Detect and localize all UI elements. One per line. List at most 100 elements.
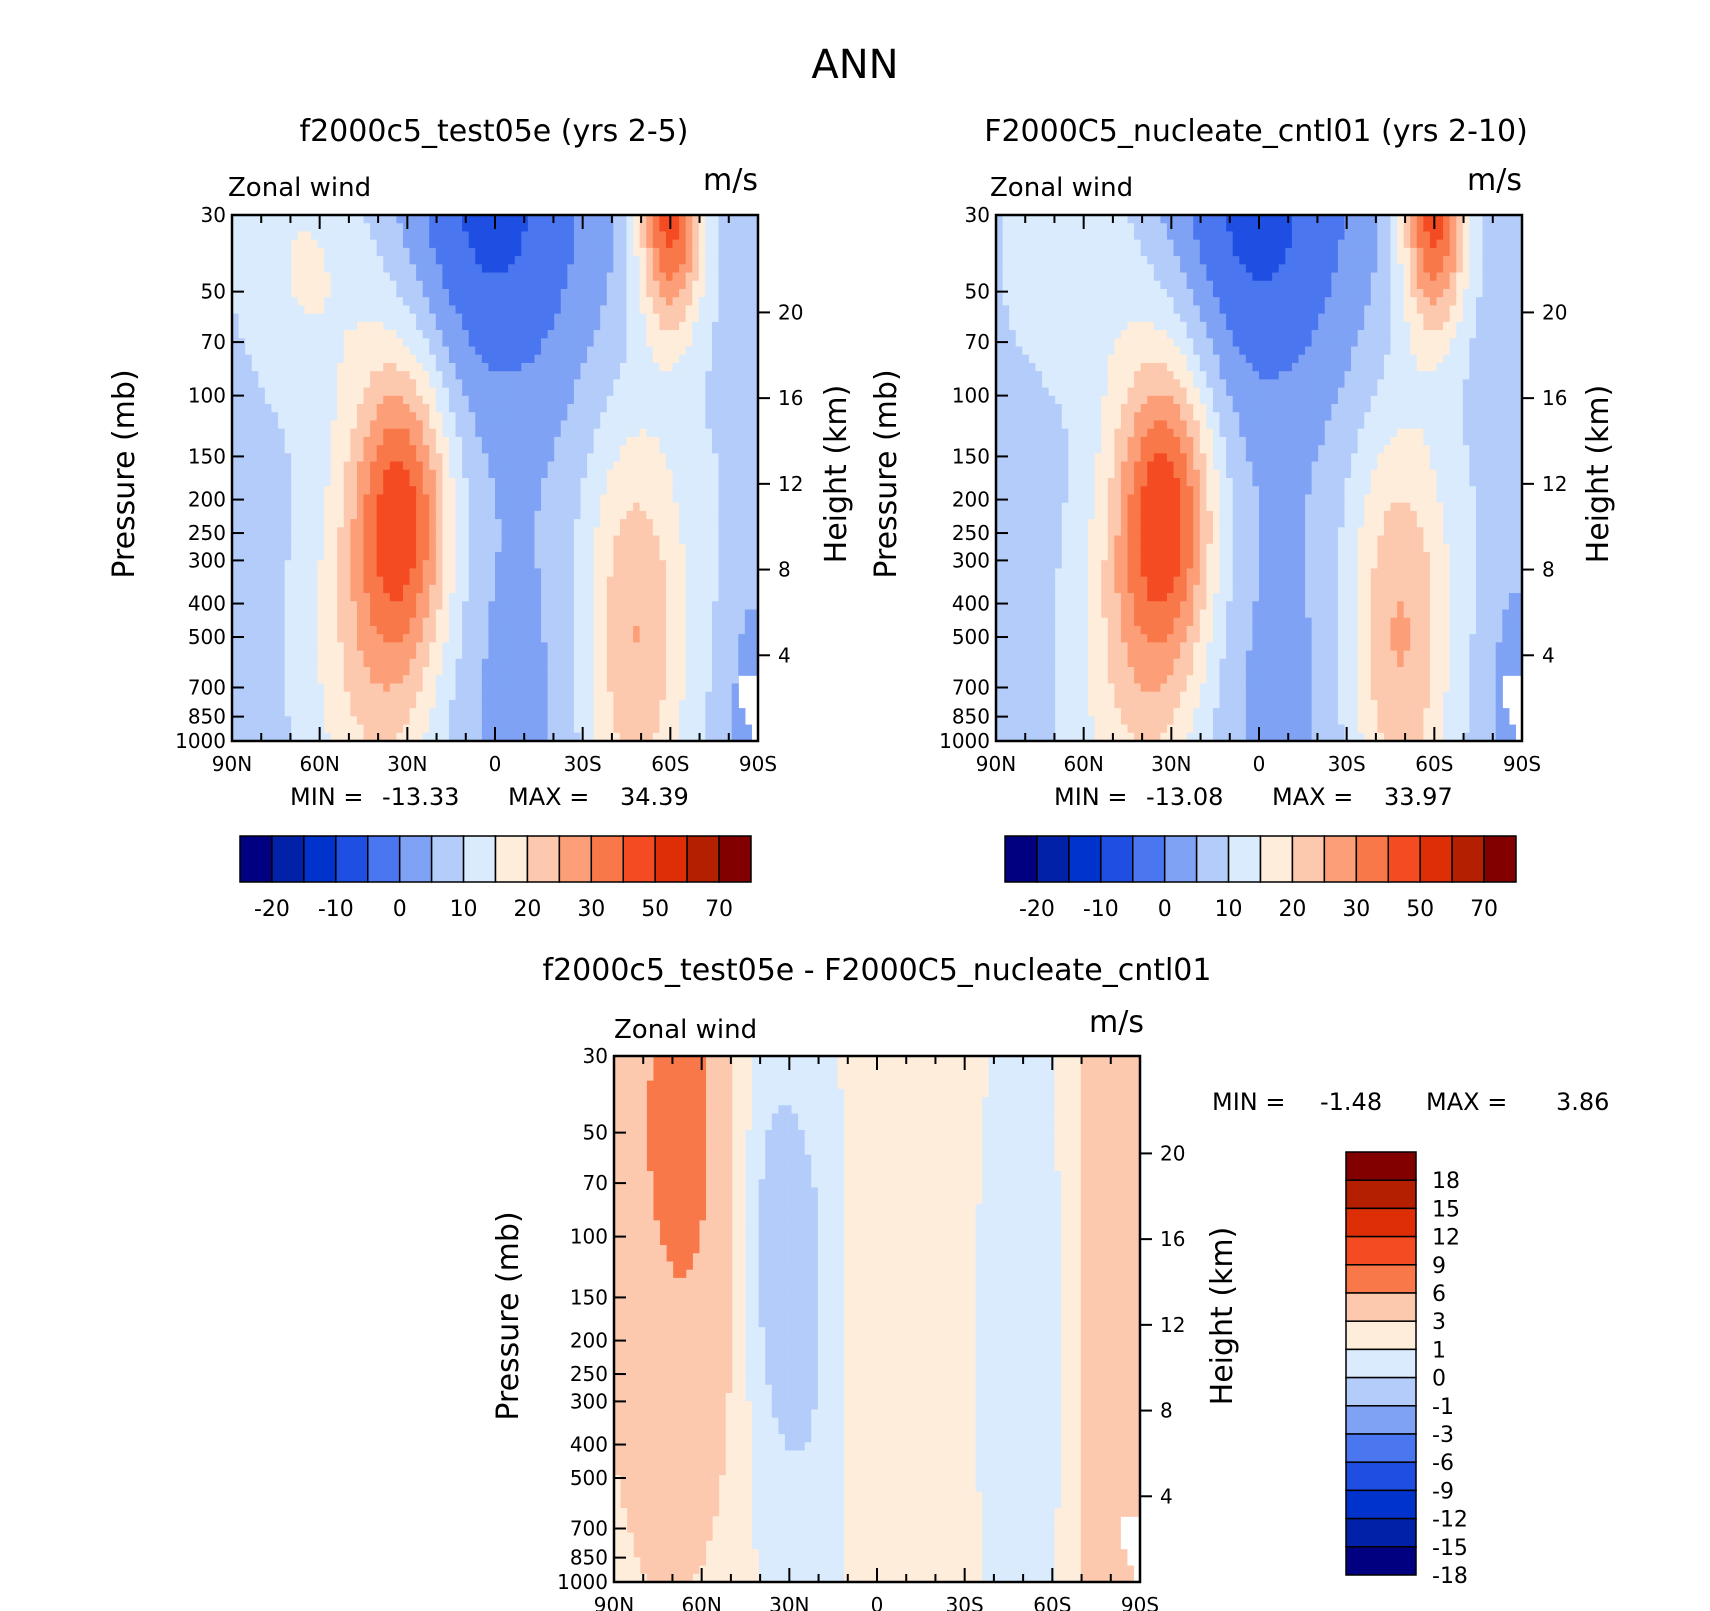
contour-cell — [462, 486, 470, 496]
contour-cell — [626, 305, 634, 315]
contour-cell — [455, 428, 463, 438]
contour-cell — [685, 502, 693, 512]
contour-cell — [462, 551, 470, 561]
contour-cell — [573, 478, 582, 487]
contour-cell — [258, 247, 266, 257]
contour-cell — [613, 601, 621, 611]
contour-cell — [619, 691, 628, 701]
contour-cell — [271, 601, 279, 611]
contour-cell — [383, 543, 391, 553]
contour-cell — [613, 535, 621, 545]
contour-cell — [698, 461, 706, 471]
contour-cell — [744, 551, 753, 561]
contour-cell — [468, 543, 476, 553]
contour-cell — [370, 675, 378, 685]
contour-cell — [370, 683, 378, 693]
contour-cell — [448, 330, 457, 339]
contour-cell — [278, 667, 286, 676]
contour-cell — [495, 560, 503, 570]
contour-cell — [324, 642, 332, 652]
contour-cell — [232, 272, 240, 282]
contour-cell — [554, 420, 562, 430]
contour-cell — [573, 708, 582, 717]
contour-cell — [698, 387, 706, 397]
contour-cell — [567, 667, 575, 676]
contour-cell — [711, 297, 720, 307]
contour-cell — [573, 609, 582, 619]
contour-cell — [665, 305, 674, 315]
contour-cell — [514, 371, 522, 380]
contour-cell — [619, 634, 628, 643]
contour-cell — [711, 371, 720, 380]
contour-cell — [475, 543, 483, 553]
contour-cell — [619, 231, 628, 241]
contour-cell — [284, 650, 292, 660]
contour-cell — [534, 527, 542, 537]
contour-cell — [679, 272, 687, 282]
contour-cell — [468, 667, 476, 676]
contour-cell — [429, 354, 437, 364]
contour-cell — [238, 428, 246, 438]
contour-cell — [330, 338, 338, 348]
contour-cell — [251, 699, 259, 709]
contour-cell — [481, 519, 490, 528]
contour-cell — [310, 716, 319, 726]
contour-cell — [547, 412, 555, 422]
contour-cell — [264, 379, 273, 389]
contour-cell — [264, 264, 273, 274]
contour-cell — [448, 412, 457, 422]
contour-cell — [613, 346, 621, 356]
contour-cell — [310, 404, 319, 413]
contour-cell — [455, 469, 463, 479]
contour-cell — [633, 272, 641, 282]
contour-cell — [738, 428, 746, 438]
contour-cell — [738, 256, 746, 265]
contour-cell — [567, 305, 575, 315]
contour-cell — [350, 313, 358, 323]
contour-cell — [251, 494, 259, 504]
contour-cell — [435, 527, 443, 537]
contour-cell — [613, 675, 621, 685]
contour-cell — [383, 691, 391, 701]
contour-cell — [475, 387, 483, 397]
contour-cell — [324, 683, 332, 693]
contour-cell — [547, 699, 555, 709]
contour-cell — [731, 502, 739, 512]
contour-cell — [600, 527, 608, 537]
contour-cell — [468, 716, 476, 726]
contour-cell — [639, 584, 647, 594]
contour-cell — [514, 584, 522, 594]
contour-cell — [593, 625, 601, 635]
contour-cell — [383, 510, 391, 520]
contour-cell — [429, 568, 437, 578]
contour-cell — [310, 272, 319, 282]
contour-cell — [330, 535, 338, 545]
contour-cell — [711, 338, 720, 348]
contour-cell — [350, 280, 358, 290]
contour-cell — [685, 625, 693, 635]
contour-cell — [580, 387, 588, 397]
contour-cell — [435, 313, 443, 323]
contour-cell — [475, 675, 483, 685]
contour-cell — [356, 691, 365, 701]
contour-cell — [659, 650, 667, 660]
contour-cell — [692, 568, 700, 578]
contour-cell — [495, 371, 503, 380]
contour-cell — [304, 445, 312, 454]
contour-cell — [711, 469, 720, 479]
contour-cell — [462, 625, 470, 635]
contour-cell — [363, 642, 371, 652]
contour-cell — [409, 691, 417, 701]
contour-cell — [376, 486, 384, 496]
contour-cell — [429, 247, 437, 257]
contour-cell — [514, 272, 522, 282]
contour-cell — [567, 543, 575, 553]
contour-cell — [626, 650, 634, 660]
contour-cell — [560, 543, 568, 553]
contour-cell — [619, 379, 628, 389]
contour-cell — [468, 527, 476, 537]
contour-cell — [652, 239, 660, 249]
contour-cell — [422, 445, 430, 454]
contour-cell — [725, 387, 733, 397]
contour-cell — [422, 371, 430, 380]
